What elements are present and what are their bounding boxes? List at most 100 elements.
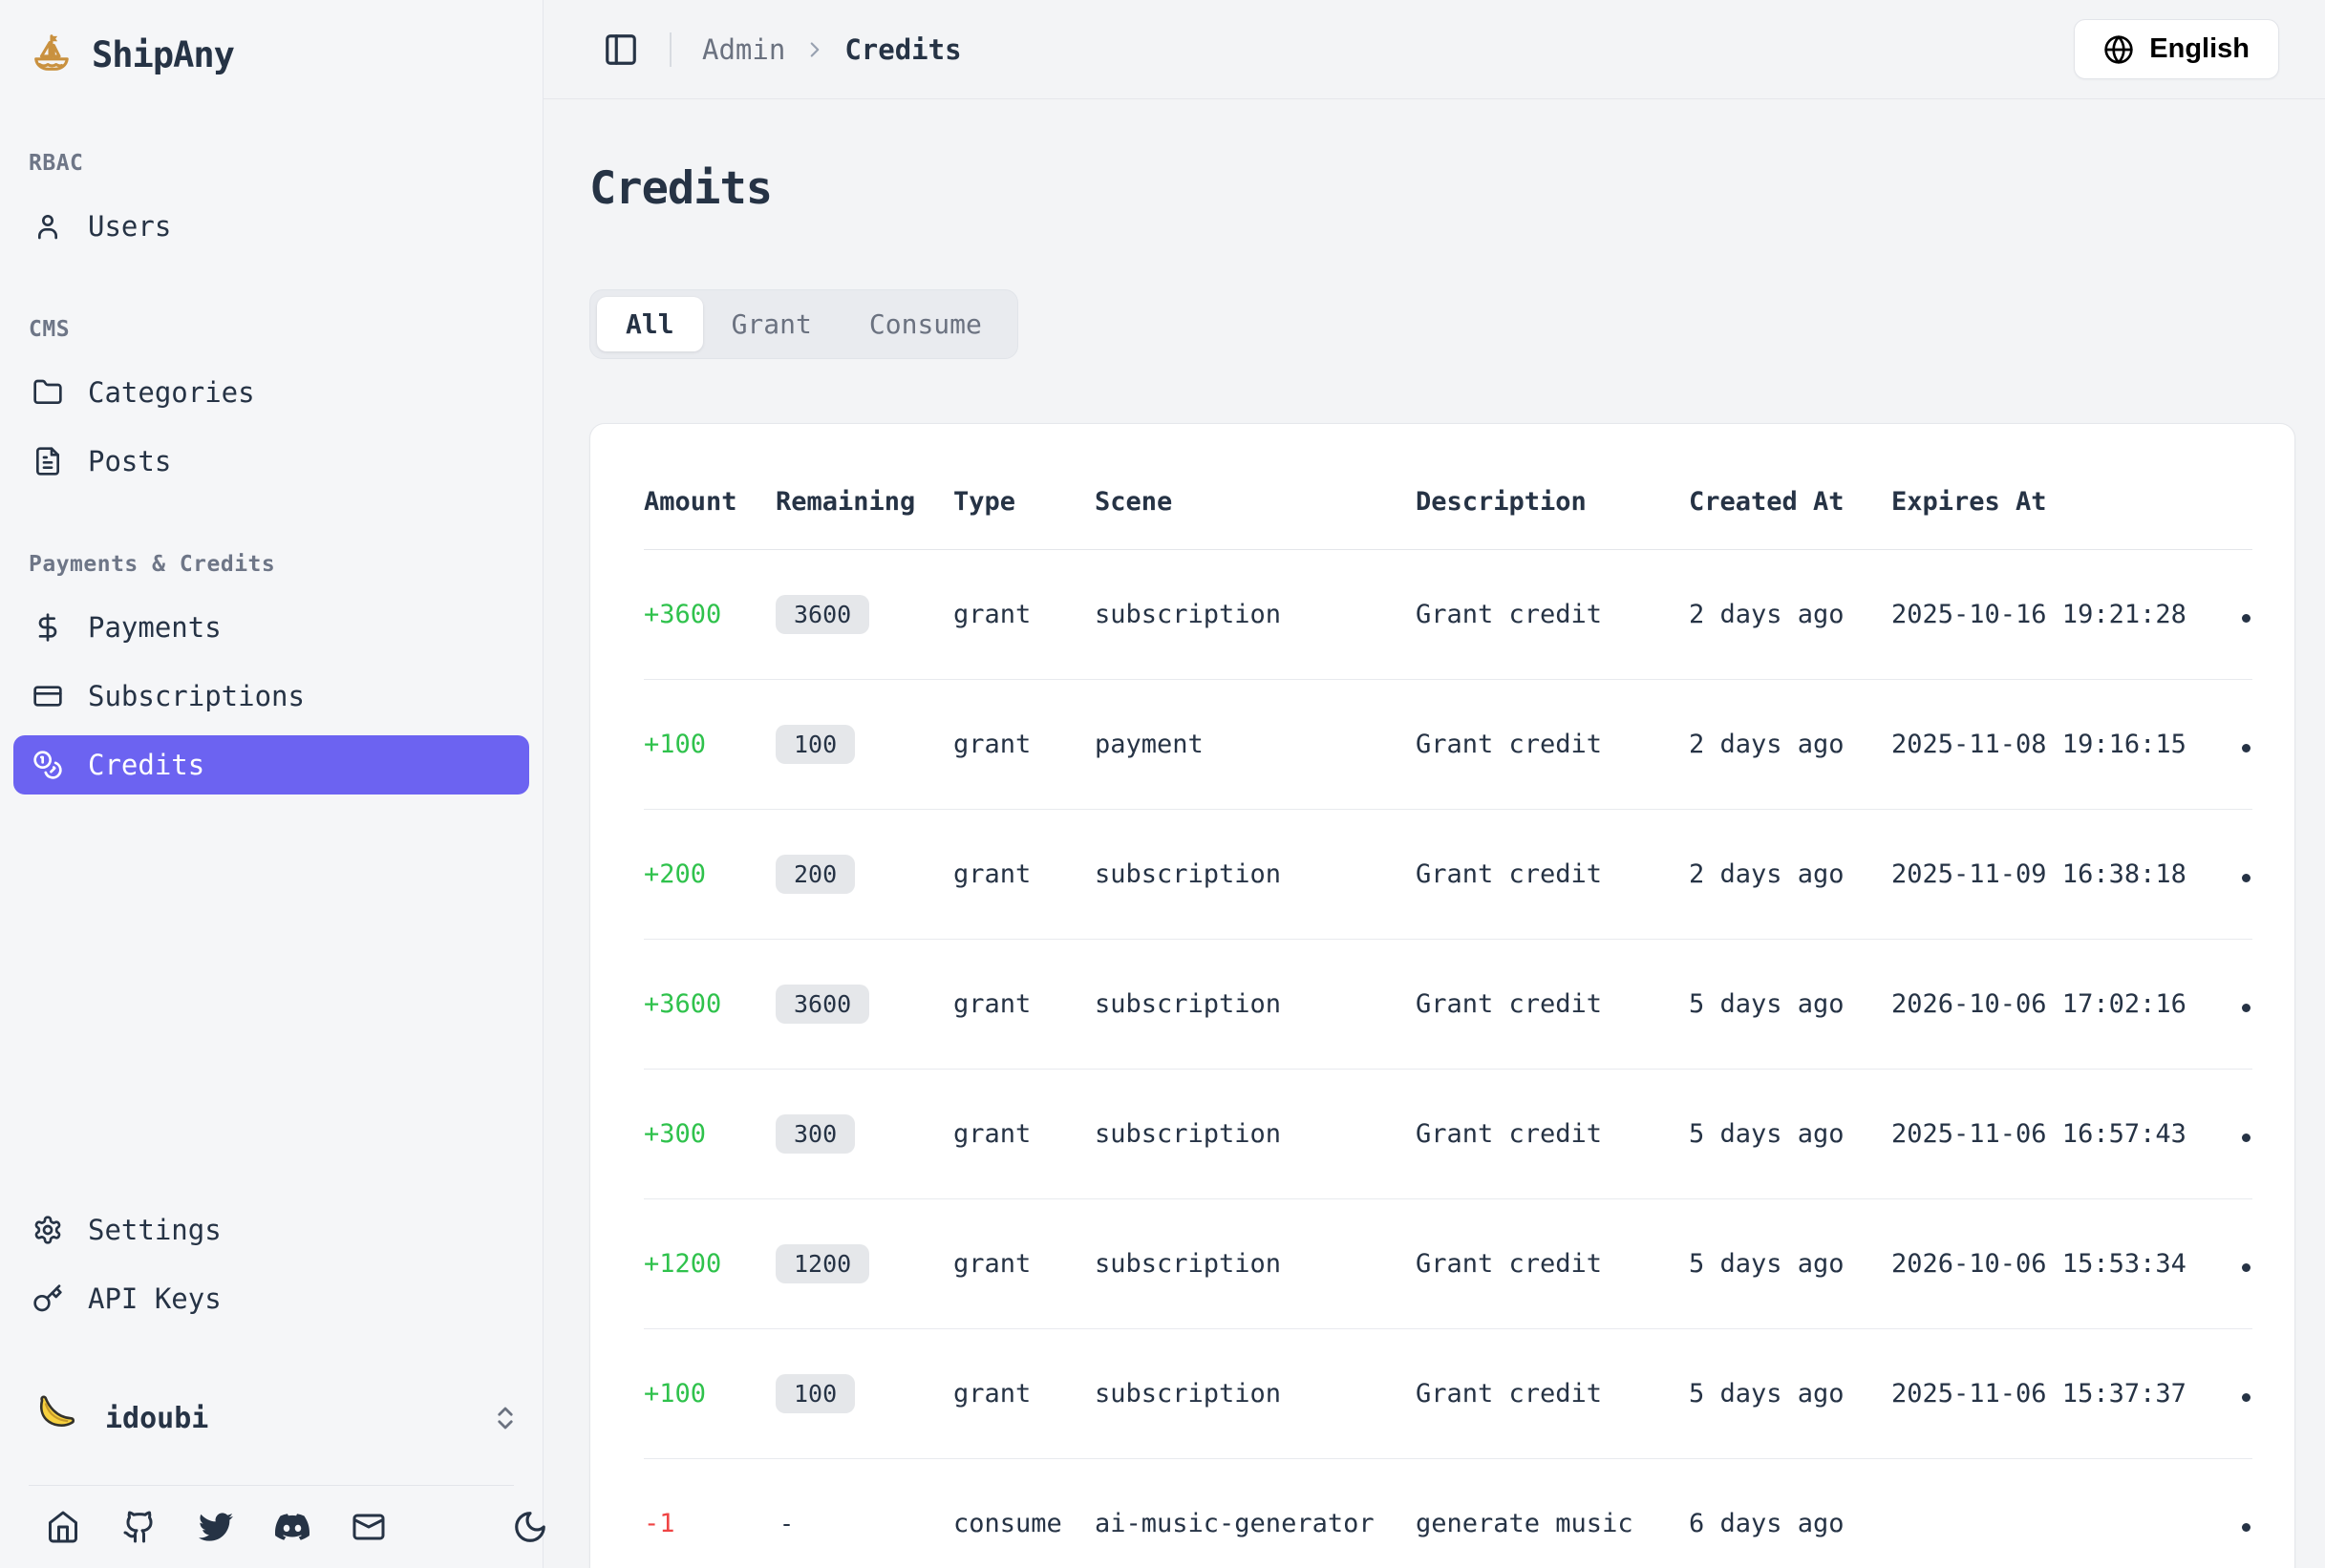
dollar-icon xyxy=(32,612,63,643)
file-text-icon xyxy=(32,446,63,477)
row-actions-dot[interactable] xyxy=(2242,874,2250,882)
sidebar-item-label: Categories xyxy=(88,376,255,409)
sidebar-item-payments[interactable]: Payments xyxy=(13,598,529,657)
sidebar-item-settings[interactable]: Settings xyxy=(13,1200,529,1260)
type-value: grant xyxy=(953,989,1032,1019)
sidebar-item-posts[interactable]: Posts xyxy=(13,432,529,491)
content: Credits All Grant Consume Amount Remaini… xyxy=(544,99,2325,1568)
row-actions-dot[interactable] xyxy=(2242,1004,2250,1012)
amount-value: +1200 xyxy=(644,1249,722,1279)
sidebar-item-credits[interactable]: Credits xyxy=(13,735,529,795)
language-button[interactable]: English xyxy=(2074,19,2279,79)
description-value: Grant credit xyxy=(1416,1119,1603,1149)
section-label-payments-credits: Payments & Credits xyxy=(29,552,276,577)
expires-at-value: 2026-10-06 17:02:16 xyxy=(1891,989,2186,1019)
table-row: +3600 3600 grant subscription Grant cred… xyxy=(644,939,2252,1070)
table-row: +100 100 grant subscription Grant credit… xyxy=(644,1328,2252,1459)
type-value: grant xyxy=(953,600,1032,629)
description-value: Grant credit xyxy=(1416,600,1603,629)
tab-grant[interactable]: Grant xyxy=(703,297,841,351)
topbar-divider xyxy=(670,32,672,67)
type-value: consume xyxy=(953,1509,1062,1538)
section-label-rbac: RBAC xyxy=(29,151,84,176)
remaining-badge: 100 xyxy=(776,725,856,764)
credits-table: Amount Remaining Type Scene Description … xyxy=(644,424,2252,1568)
col-scene: Scene xyxy=(1095,424,1416,550)
credit-card-icon xyxy=(32,681,63,711)
brand[interactable]: ShipAny xyxy=(0,0,543,84)
sidebar-divider xyxy=(29,1485,514,1486)
row-actions-dot[interactable] xyxy=(2242,1523,2250,1532)
folder-icon xyxy=(32,377,63,408)
chevrons-up-down-icon xyxy=(491,1404,520,1432)
sidebar-item-categories[interactable]: Categories xyxy=(13,363,529,422)
tab-all[interactable]: All xyxy=(597,297,703,351)
description-value: Grant credit xyxy=(1416,859,1603,889)
user-name: idoubi xyxy=(105,1401,209,1435)
sidebar-item-api-keys[interactable]: API Keys xyxy=(13,1269,529,1328)
sidebar-item-subscriptions[interactable]: Subscriptions xyxy=(13,667,529,726)
col-actions xyxy=(2193,424,2252,550)
table-row: +100 100 grant payment Grant credit 2 da… xyxy=(644,679,2252,810)
github-icon[interactable] xyxy=(122,1510,157,1544)
scene-value: payment xyxy=(1095,730,1204,759)
user-menu[interactable]: idoubi xyxy=(29,1384,520,1452)
remaining-badge: - xyxy=(779,1510,795,1537)
section-label-cms: CMS xyxy=(29,317,71,342)
col-amount: Amount xyxy=(644,424,776,550)
scene-value: subscription xyxy=(1095,1249,1282,1279)
gear-icon xyxy=(32,1215,63,1245)
amount-value: -1 xyxy=(644,1509,675,1538)
description-value: Grant credit xyxy=(1416,1379,1603,1409)
chevron-right-icon xyxy=(802,37,827,62)
sidebar-item-label: Posts xyxy=(88,445,172,477)
created-at-value: 5 days ago xyxy=(1689,1119,1845,1149)
row-actions-dot[interactable] xyxy=(2242,1393,2250,1402)
remaining-badge: 3600 xyxy=(776,985,870,1024)
twitter-icon[interactable] xyxy=(199,1510,233,1544)
col-type: Type xyxy=(953,424,1095,550)
sidebar-item-label: Users xyxy=(88,210,172,243)
description-value: Grant credit xyxy=(1416,989,1603,1019)
breadcrumb-admin[interactable]: Admin xyxy=(702,32,786,66)
scene-value: subscription xyxy=(1095,859,1282,889)
created-at-value: 2 days ago xyxy=(1689,600,1845,629)
row-actions-dot[interactable] xyxy=(2242,614,2250,623)
key-icon xyxy=(32,1283,63,1314)
remaining-badge: 1200 xyxy=(776,1244,870,1283)
amount-value: +100 xyxy=(644,730,707,759)
home-icon[interactable] xyxy=(46,1510,80,1544)
type-value: grant xyxy=(953,859,1032,889)
table-row: +1200 1200 grant subscription Grant cred… xyxy=(644,1198,2252,1329)
row-actions-dot[interactable] xyxy=(2242,744,2250,752)
remaining-badge: 200 xyxy=(776,855,856,894)
sailboat-logo-icon xyxy=(29,32,73,76)
discord-icon[interactable] xyxy=(275,1510,309,1544)
table-row: -1 - consume ai-music-generator generate… xyxy=(644,1458,2252,1568)
row-actions-dot[interactable] xyxy=(2242,1263,2250,1272)
col-remaining: Remaining xyxy=(776,424,953,550)
moon-icon[interactable] xyxy=(512,1509,548,1545)
scene-value: subscription xyxy=(1095,1119,1282,1149)
table-row: +3600 3600 grant subscription Grant cred… xyxy=(644,549,2252,680)
sidebar: ShipAny RBAC Users CMS Categories xyxy=(0,0,545,1568)
expires-at-value: 2025-11-08 19:16:15 xyxy=(1891,730,2186,759)
mail-icon[interactable] xyxy=(352,1510,386,1544)
banana-avatar-icon xyxy=(29,1391,82,1445)
user-icon xyxy=(32,211,63,242)
remaining-badge: 300 xyxy=(776,1114,856,1154)
table-row: +300 300 grant subscription Grant credit… xyxy=(644,1069,2252,1199)
sidebar-item-users[interactable]: Users xyxy=(13,197,529,256)
scene-value: ai-music-generator xyxy=(1095,1509,1375,1538)
social-links xyxy=(13,1486,545,1568)
tab-consume[interactable]: Consume xyxy=(841,297,1011,351)
panel-left-icon[interactable] xyxy=(603,32,639,68)
col-expires-at: Expires At xyxy=(1891,424,2193,550)
description-value: generate music xyxy=(1416,1509,1633,1538)
row-actions-dot[interactable] xyxy=(2242,1134,2250,1142)
page-title: Credits xyxy=(589,162,773,215)
table-row: +200 200 grant subscription Grant credit… xyxy=(644,809,2252,940)
breadcrumb: Admin Credits xyxy=(702,33,962,66)
created-at-value: 2 days ago xyxy=(1689,859,1845,889)
table-header-row: Amount Remaining Type Scene Description … xyxy=(644,424,2252,550)
